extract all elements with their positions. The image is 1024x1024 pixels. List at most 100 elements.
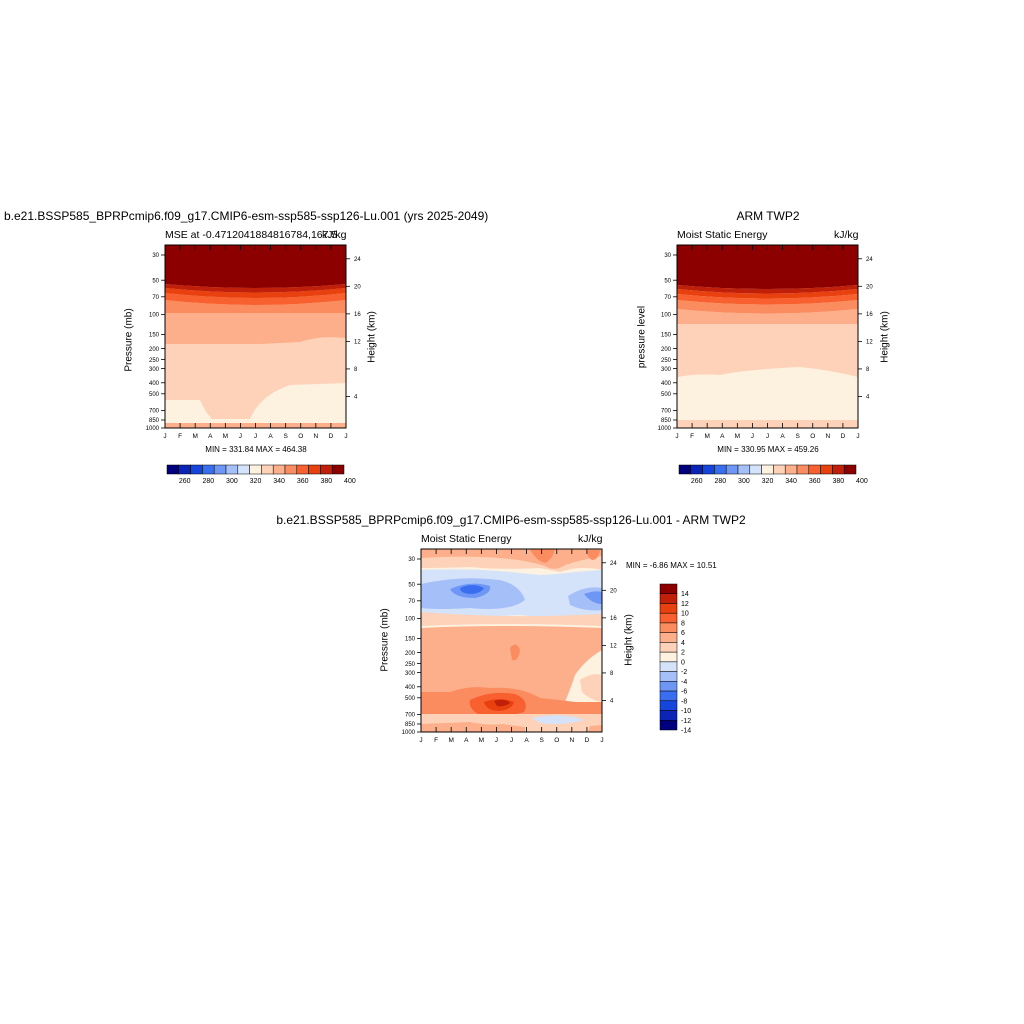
x-tick-label: A (464, 737, 469, 744)
x-tick-label: J (163, 433, 166, 440)
colorbar-label: 2 (681, 650, 685, 657)
colorbar-label: 360 (297, 478, 309, 485)
y-tick-label: 700 (149, 409, 160, 415)
colorbar-swatch (190, 464, 203, 475)
colorbar-swatch (725, 464, 739, 475)
colorbar-label: 280 (714, 478, 726, 485)
x-tick-label: N (313, 433, 318, 440)
y-right-tick-label: 12 (866, 340, 873, 346)
x-tick-label: A (780, 433, 785, 440)
y-tick-label: 70 (152, 295, 159, 301)
colorbar-swatch (832, 464, 845, 475)
x-tick-label: J (239, 433, 242, 440)
colorbar-swatch (714, 464, 727, 475)
panel2-ylabel-right: Height (km) (879, 311, 891, 363)
y-right-tick-label: 12 (354, 340, 361, 346)
y-tick-label: 400 (661, 381, 672, 387)
panel3-colorbar: 14 12 10 8 6 4 2 0 -2 -4 -6 -8 -10 -12 -14 (659, 583, 691, 735)
x-tick-label: J (510, 737, 513, 744)
y-right-tick-label: 20 (866, 285, 873, 291)
colorbar-label: 260 (691, 478, 703, 485)
y-tick-label: 150 (405, 637, 416, 643)
y-tick-label: 500 (405, 696, 416, 702)
colorbar-label: -8 (681, 698, 687, 705)
colorbar-label: -6 (681, 689, 687, 696)
colorbar-swatch (761, 464, 774, 475)
y-tick-label: 100 (661, 313, 672, 319)
y-tick-label: 30 (408, 557, 415, 563)
colorbar-swatch (659, 651, 678, 663)
y-tick-label: 150 (149, 333, 160, 339)
y-right-tick-label: 24 (866, 257, 873, 263)
colorbar-label: 380 (832, 478, 844, 485)
x-tick-label: J (344, 433, 347, 440)
y-tick-label: 50 (664, 278, 671, 284)
x-tick-label: J (254, 433, 257, 440)
colorbar-label: 320 (250, 478, 262, 485)
y-tick-label: 50 (408, 582, 415, 588)
panel3-axes: J F M A M J J A S O N D J 30 50 70 100 150 200 250 300 400 500… (402, 549, 617, 744)
colorbar-label: 340 (785, 478, 797, 485)
colorbar-swatch (659, 661, 678, 672)
colorbar-label: 0 (681, 659, 685, 666)
y-tick-label: 150 (661, 333, 672, 339)
colorbar-swatch (659, 593, 678, 604)
y-tick-label: 100 (149, 313, 160, 319)
colorbar-swatch (331, 464, 345, 475)
y-tick-label: 200 (149, 347, 160, 353)
colorbar-swatch (166, 464, 180, 475)
colorbar-label: -10 (681, 708, 691, 715)
x-tick-label: M (223, 433, 228, 440)
colorbar-label: -4 (681, 679, 687, 686)
x-tick-label: S (283, 433, 288, 440)
panel3-title: b.e21.BSSP585_BPRPcmip6.f09_g17.CMIP6-es… (276, 513, 746, 527)
y-tick-label: 1000 (402, 730, 416, 736)
x-tick-label: J (675, 433, 678, 440)
panel1-axes: J F M A M J J A S O N D J 30 50 70 100 150 200 250 300 400 500… (146, 245, 361, 440)
x-tick-label: M (704, 433, 709, 440)
y-tick-label: 30 (664, 253, 671, 259)
x-tick-label: J (495, 737, 498, 744)
y-tick-label: 100 (405, 617, 416, 623)
y-tick-label: 500 (149, 392, 160, 398)
colorbar-swatch (237, 464, 250, 475)
y-right-tick-label: 4 (610, 699, 614, 705)
colorbar-swatch (178, 464, 191, 475)
x-tick-label: J (856, 433, 859, 440)
y-tick-label: 200 (405, 651, 416, 657)
colorbar-swatch (773, 464, 786, 475)
y-tick-label: 250 (149, 358, 160, 364)
y-right-tick-label: 4 (354, 395, 358, 401)
x-tick-label: J (766, 433, 769, 440)
x-tick-label: N (825, 433, 830, 440)
x-tick-label: D (585, 737, 590, 744)
colorbar-label: 12 (681, 601, 689, 608)
panel1-field (164, 244, 347, 429)
x-tick-label: A (524, 737, 529, 744)
y-tick-label: 250 (405, 662, 416, 668)
colorbar-label: 360 (809, 478, 821, 485)
y-right-tick-label: 8 (610, 671, 614, 677)
colorbar-swatch (659, 642, 678, 653)
y-tick-label: 700 (661, 409, 672, 415)
y-tick-label: 70 (664, 295, 671, 301)
y-tick-label: 1000 (146, 426, 160, 432)
colorbar-swatch (820, 464, 833, 475)
x-tick-label: M (192, 433, 197, 440)
y-tick-label: 300 (661, 367, 672, 373)
panel2-units: kJ/kg (834, 229, 859, 241)
y-tick-label: 1000 (658, 426, 672, 432)
x-tick-label: D (329, 433, 334, 440)
colorbar-swatch (784, 464, 798, 475)
colorbar-swatch (843, 464, 857, 475)
y-right-tick-label: 16 (610, 616, 617, 622)
colorbar-label: 6 (681, 630, 685, 637)
x-tick-label: A (208, 433, 213, 440)
colorbar-label: 280 (202, 478, 214, 485)
y-tick-label: 200 (661, 347, 672, 353)
panel2-title: ARM TWP2 (736, 209, 800, 223)
y-tick-label: 850 (405, 722, 416, 728)
colorbar-swatch (659, 583, 678, 594)
